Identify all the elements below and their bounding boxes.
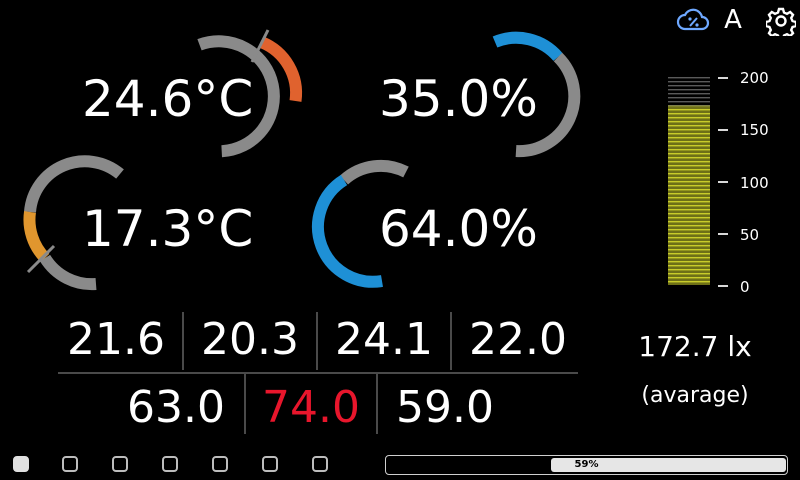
light-value: 172.7 lx xyxy=(638,330,752,363)
scale-tick xyxy=(718,233,728,235)
checkbox-2[interactable] xyxy=(62,456,78,472)
meter-fill xyxy=(668,105,710,285)
hum2-gauge xyxy=(312,159,409,288)
temp2-gauge xyxy=(23,155,124,291)
meter-stripe xyxy=(668,101,710,103)
meter-stripe xyxy=(668,89,710,91)
table-cell: 22.0 xyxy=(469,314,567,365)
light-caption: (avarage) xyxy=(641,383,749,408)
scale-label: 150 xyxy=(740,121,769,139)
scale-tick xyxy=(718,181,728,183)
meter-stripe xyxy=(668,93,710,95)
meter-stripe xyxy=(668,81,710,83)
table-cell: 63.0 xyxy=(127,382,225,433)
table-divider xyxy=(376,374,378,434)
progress-fill xyxy=(551,458,786,472)
table-divider xyxy=(450,312,452,370)
meter-stripe xyxy=(668,77,710,79)
table-cell-alert: 74.0 xyxy=(262,382,360,433)
hum1-value: 35.0% xyxy=(379,70,538,128)
checkbox-3[interactable] xyxy=(112,456,128,472)
table-cell: 21.6 xyxy=(67,314,165,365)
scale-label: 200 xyxy=(740,69,769,87)
scale-label: 0 xyxy=(740,278,750,296)
table-divider xyxy=(58,372,578,374)
temp2-value: 17.3°C xyxy=(82,200,254,258)
progress-label: 59% xyxy=(574,459,599,470)
scale-label: 50 xyxy=(740,226,760,244)
checkbox-6[interactable] xyxy=(262,456,278,472)
checkbox-1[interactable] xyxy=(13,456,29,472)
progress-bar: 59% xyxy=(385,455,788,475)
table-cell: 59.0 xyxy=(396,382,494,433)
meter-stripe xyxy=(668,97,710,99)
meter-stripe xyxy=(668,85,710,87)
light-meter-bar xyxy=(668,77,710,285)
hum1-gauge xyxy=(492,31,581,158)
scale-tick xyxy=(718,77,728,79)
table-divider xyxy=(316,312,318,370)
checkbox-4[interactable] xyxy=(162,456,178,472)
temp1-value: 24.6°C xyxy=(82,70,254,128)
scale-tick xyxy=(718,285,728,287)
scale-tick xyxy=(718,129,728,131)
scale-label: 100 xyxy=(740,174,769,192)
table-cell: 20.3 xyxy=(201,314,299,365)
cloud-percent-icon[interactable] xyxy=(676,6,710,34)
table-divider xyxy=(182,312,184,370)
checkbox-7[interactable] xyxy=(312,456,328,472)
table-cell: 24.1 xyxy=(335,314,433,365)
temp1-gauge xyxy=(197,29,303,158)
table-divider xyxy=(244,374,246,434)
checkbox-5[interactable] xyxy=(212,456,228,472)
mode-label[interactable]: A xyxy=(724,5,742,35)
hum2-value: 64.0% xyxy=(379,200,538,258)
